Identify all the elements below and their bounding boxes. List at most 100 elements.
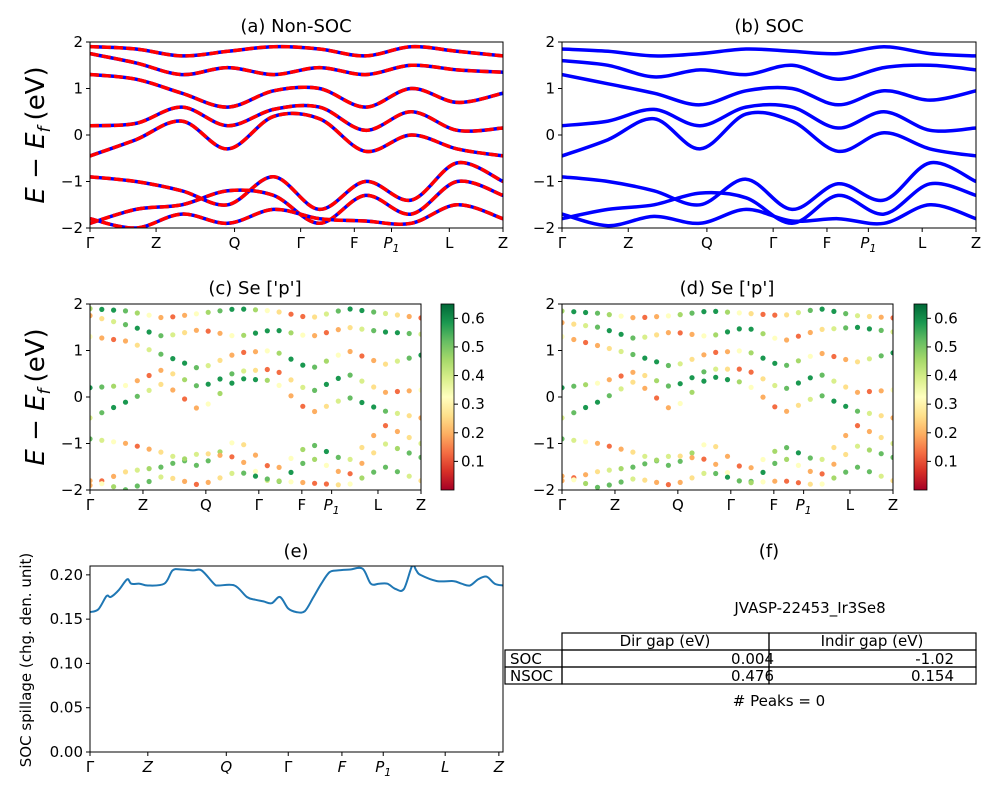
band-3	[562, 58, 976, 81]
weight-point-2-6	[630, 351, 636, 358]
weight-point-4-26	[866, 313, 873, 320]
weight-point-0-13	[713, 374, 719, 380]
ytick-label-b-3: 1	[545, 80, 555, 98]
weight-point-0-18	[300, 403, 306, 409]
weight-point-6-9	[193, 451, 199, 457]
weight-point-3-1	[99, 316, 105, 322]
weight-point-0-21	[335, 398, 341, 404]
band-nonsoc-2	[90, 72, 503, 109]
weight-point-1-22	[819, 372, 825, 378]
weight-point-0-26	[394, 410, 400, 416]
weight-point-1-16	[276, 369, 282, 375]
xtick-sub-d: 1	[805, 504, 812, 517]
weight-point-5-9	[193, 462, 199, 468]
colorbar-label-d-5: 0.6	[934, 309, 958, 327]
weight-point-4-9	[665, 313, 672, 319]
weight-point-7-7	[642, 477, 648, 483]
weight-point-4-18	[772, 312, 778, 318]
xtick-label-c-4: F	[298, 496, 307, 514]
weight-point-4-1	[99, 306, 105, 312]
weight-point-0-18	[772, 404, 778, 410]
weight-point-6-11	[217, 452, 223, 458]
weight-point-4-14	[724, 309, 731, 315]
weight-point-2-1	[99, 335, 105, 341]
weight-point-7-14	[724, 474, 731, 480]
weight-point-0-4	[134, 393, 140, 399]
weight-point-3-27	[406, 330, 412, 337]
band-soc-6	[90, 179, 503, 226]
weight-point-3-8	[182, 330, 188, 336]
weight-point-3-2	[583, 323, 589, 329]
weight-point-3-3	[594, 324, 601, 330]
weight-point-0-17	[288, 393, 294, 399]
weight-point-2-2	[583, 339, 589, 346]
plot-d	[562, 306, 893, 490]
panel-c-title: (c) Se ['p']	[208, 278, 301, 299]
weight-point-0-20	[323, 403, 329, 409]
weight-point-6-17	[760, 469, 766, 475]
colorbar-label-c-4: 0.5	[461, 338, 485, 356]
weight-point-2-15	[736, 348, 742, 354]
weight-point-7-10	[205, 479, 211, 485]
weight-point-4-19	[784, 312, 790, 318]
table-nsoc-dir: 0.476	[731, 667, 774, 685]
weight-point-3-8	[654, 332, 660, 338]
weight-point-5-4	[606, 443, 612, 449]
weight-point-2-3	[122, 338, 129, 344]
weight-point-6-12	[229, 454, 235, 460]
colorbar-label-d-4: 0.5	[934, 338, 958, 356]
weight-point-1-20	[795, 380, 802, 386]
weight-point-7-0	[90, 478, 93, 484]
band-2	[562, 72, 976, 107]
ytick-label-b-0: −2	[533, 219, 555, 237]
weight-point-2-10	[677, 361, 683, 367]
weight-point-2-23	[831, 353, 837, 360]
weight-point-7-6	[630, 476, 636, 482]
plot-e	[90, 566, 503, 614]
weight-point-7-15	[264, 476, 270, 482]
xtick-label-c-0: Γ	[86, 496, 95, 514]
weight-point-6-8	[182, 456, 188, 462]
weight-point-3-23	[831, 326, 837, 332]
weight-point-7-22	[347, 481, 353, 487]
weight-point-2-11	[217, 357, 223, 363]
weight-point-1-16	[748, 369, 754, 375]
weight-point-7-22	[819, 481, 825, 487]
xtick-label-d-3: Γ	[727, 496, 736, 514]
weight-point-1-21	[335, 375, 341, 381]
weight-point-3-10	[677, 330, 683, 336]
weight-point-0-22	[819, 393, 825, 399]
ylabel-spillage: SOC spillage (chg. den. unit)	[17, 553, 35, 768]
weight-point-7-13	[241, 470, 247, 476]
weight-point-5-25	[854, 423, 861, 429]
weight-point-0-23	[359, 399, 365, 406]
weight-point-7-12	[701, 470, 707, 476]
weight-point-4-10	[205, 309, 211, 315]
gap-table: Dir gap (eV) Indir gap (eV) SOC 0.004 -1…	[504, 632, 977, 685]
weight-point-1-21	[807, 375, 813, 381]
weight-point-5-23	[359, 444, 365, 451]
weight-point-1-27	[878, 388, 884, 394]
weight-point-4-11	[217, 308, 223, 314]
colorbar-label-c-3: 0.4	[461, 367, 485, 385]
ytick-label-d-0: −2	[533, 481, 555, 499]
xtick-label-b-5: P1	[860, 234, 876, 255]
ylabel-band-mid: E − Ef (eV)	[21, 328, 55, 465]
band-nonsoc-7	[90, 203, 503, 228]
weight-point-0-0	[562, 415, 565, 421]
weight-point-4-28	[890, 315, 893, 321]
weight-point-2-8	[182, 360, 188, 366]
weight-point-5-3	[122, 440, 129, 446]
weight-point-1-3	[122, 382, 129, 389]
weight-point-1-7	[170, 371, 176, 377]
weight-point-7-1	[571, 477, 577, 483]
weight-point-0-16	[748, 384, 754, 390]
ytick-label-e-3: 0.15	[50, 610, 83, 628]
weight-point-7-17	[760, 479, 766, 485]
weight-point-4-21	[807, 307, 813, 313]
weight-point-5-15	[264, 463, 270, 469]
weight-point-1-15	[264, 366, 270, 373]
table-soc-label: SOC	[510, 650, 542, 668]
weight-point-3-16	[276, 328, 282, 334]
